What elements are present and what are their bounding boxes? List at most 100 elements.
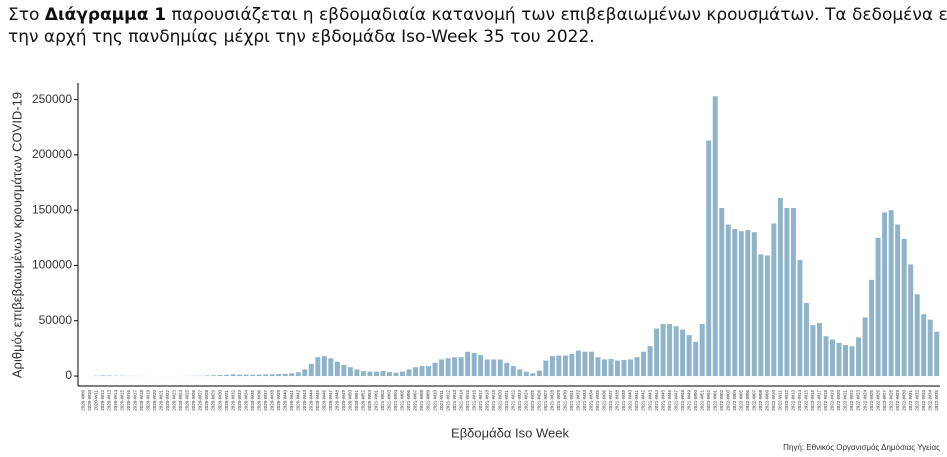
x-tick-label: 2021-W07: [413, 390, 418, 411]
bar: [836, 342, 842, 377]
bar: [849, 346, 855, 377]
bar: [764, 255, 770, 377]
bar: [803, 303, 809, 377]
x-tick-label: 2020-W39: [276, 390, 281, 411]
x-tick-label: 2021-W36: [602, 390, 607, 411]
bar: [908, 264, 914, 377]
x-tick-label: 2021-W12: [445, 390, 450, 411]
x-tick-label: 2020-W52: [361, 390, 366, 411]
x-tick-label: 2020-W49: [341, 390, 346, 411]
x-tick-label: 2020-W20: [152, 390, 157, 411]
bar: [347, 367, 353, 377]
x-tick-label: 2020-W34: [243, 390, 248, 411]
bar: [862, 317, 868, 377]
bar: [217, 375, 223, 377]
bar: [673, 326, 679, 377]
x-tick-label: 2021-W11: [439, 390, 444, 411]
x-tick-label: 2020-W31: [224, 390, 229, 411]
x-tick-label: 2020-W44: [308, 390, 313, 411]
source: Πηγή: Εθνικός Οργανισμός Δημόσιας Υγείας: [783, 443, 940, 452]
x-tick-label: 2021-W32: [576, 390, 581, 411]
bar: [478, 355, 484, 377]
intro-line: την αρχή της πανδημίας μέχρι την εβδομάδ…: [8, 27, 595, 47]
bar: [875, 237, 881, 377]
x-tick-label: 2020-W13: [107, 390, 112, 411]
bar: [315, 357, 321, 377]
bar: [706, 140, 712, 377]
bar: [543, 360, 549, 377]
x-tick-label: 2021-W09: [426, 390, 431, 411]
bar: [386, 372, 392, 377]
x-tick-label: 2020-W17: [133, 390, 138, 411]
bar: [282, 373, 288, 377]
x-tick-label: 2022-W17: [817, 390, 822, 411]
bar: [243, 374, 249, 377]
x-tick-label: 2022-W02: [719, 390, 724, 411]
bar: [888, 210, 894, 377]
x-tick-label: 2022-W18: [823, 390, 828, 411]
bar: [869, 279, 875, 377]
bar: [719, 207, 725, 377]
x-tick-label: 2020-W32: [230, 390, 235, 411]
x-tick-label: 2021-W01: [374, 390, 379, 411]
x-tick-label: 2021-W10: [432, 390, 437, 411]
x-tick-label: 2021-W03: [387, 390, 392, 411]
x-tick-label: 2022-W25: [869, 390, 874, 411]
bar: [921, 314, 927, 377]
bar: [432, 362, 438, 377]
x-tick-label: 2021-W51: [699, 390, 704, 411]
x-tick-label: 2021-W23: [517, 390, 522, 411]
x-tick-label: 2021-W39: [621, 390, 626, 411]
x-tick-label: 2021-W29: [556, 390, 561, 411]
x-tick-label: 2022-W01: [712, 390, 717, 411]
x-tick-label: 2022-W11: [778, 390, 783, 411]
intro-line: Στο Διάγραμμα 1 παρουσιάζεται η εβδομαδι…: [8, 5, 947, 25]
x-tick-label: 2021-W44: [654, 390, 659, 411]
x-tick-label: 2021-W19: [491, 390, 496, 411]
x-tick-label: 2022-W05: [738, 390, 743, 411]
x-tick-label: 2022-W31: [908, 390, 913, 411]
bar: [484, 359, 490, 377]
x-tick-label: 2021-W16: [471, 390, 476, 411]
x-tick-label: 2020-W28: [204, 390, 209, 411]
x-tick-label: 2020-W26: [191, 390, 196, 411]
bar: [308, 363, 314, 377]
x-tick-label: 2022-W24: [862, 390, 867, 411]
bar: [699, 324, 705, 377]
bar: [276, 374, 282, 377]
bar: [289, 373, 295, 377]
y-axis-title: Αριθμός επιβεβαιωμένων κρουσμάτων COVID-…: [9, 92, 24, 378]
bar: [927, 319, 933, 377]
x-tick-label: 2020-W15: [120, 390, 125, 411]
bar: [224, 374, 230, 377]
bar: [712, 96, 718, 377]
bar: [536, 370, 542, 377]
x-tick-label: 2021-W37: [608, 390, 613, 411]
bar: [647, 346, 653, 377]
bar: [106, 375, 112, 377]
bar: [738, 231, 744, 377]
x-tick-label: 2022-W33: [921, 390, 926, 411]
bar: [667, 324, 673, 377]
x-tick-label: 2022-W10: [771, 390, 776, 411]
x-tick-label: 2020-W11: [93, 390, 98, 411]
bar: [680, 329, 686, 377]
bar: [895, 224, 901, 377]
bar: [856, 337, 862, 377]
x-tick-label: 2020-W50: [348, 390, 353, 411]
intro-text: παρουσιάζεται η εβδομαδιαία κατανομή των…: [166, 5, 947, 25]
bar: [354, 369, 360, 377]
bar: [367, 371, 373, 377]
x-tick-label: 2020-W36: [256, 390, 261, 411]
x-tick-label: 2021-W49: [686, 390, 691, 411]
x-tick-label: 2020-W42: [295, 390, 300, 411]
x-tick-label: 2021-W47: [673, 390, 678, 411]
x-tick-label: 2022-W16: [810, 390, 815, 411]
bar: [419, 366, 425, 377]
bar: [914, 294, 920, 377]
x-tick-label: 2022-W29: [895, 390, 900, 411]
x-tick-label: 2022-W13: [791, 390, 796, 411]
y-tick-label: 100000: [32, 258, 72, 272]
x-tick-label: 2021-W46: [667, 390, 672, 411]
bar: [230, 374, 236, 377]
